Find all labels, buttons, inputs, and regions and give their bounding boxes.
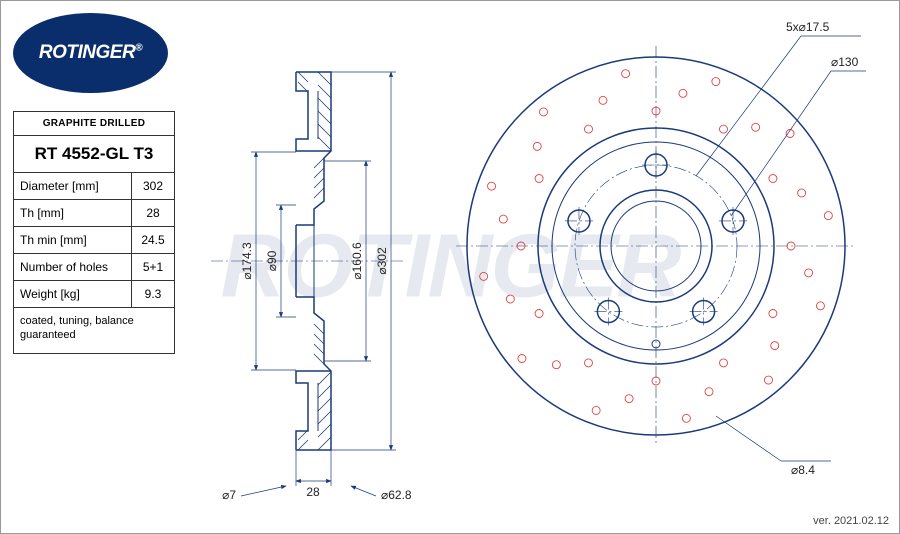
dim-d302: ⌀302 xyxy=(375,247,389,275)
spec-label: Th min [mm] xyxy=(14,227,132,253)
spec-table: GRAPHITE DRILLED RT 4552-GL T3 Diameter … xyxy=(13,111,175,354)
spec-value: 5+1 xyxy=(132,254,174,280)
spec-value: 24.5 xyxy=(132,227,174,253)
dim-d90: ⌀90 xyxy=(265,250,279,271)
spec-label: Diameter [mm] xyxy=(14,173,132,199)
spec-header: GRAPHITE DRILLED xyxy=(14,112,174,136)
dim-th28: 28 xyxy=(306,485,320,499)
spec-row: Number of holes5+1 xyxy=(14,254,174,281)
spec-row: Th min [mm]24.5 xyxy=(14,227,174,254)
spec-row: Diameter [mm]302 xyxy=(14,173,174,200)
part-number: RT 4552-GL T3 xyxy=(14,136,174,173)
brand-logo: ROTINGER® xyxy=(13,13,168,93)
spec-value: 9.3 xyxy=(132,281,174,307)
spec-value: 28 xyxy=(132,200,174,226)
spec-label: Number of holes xyxy=(14,254,132,280)
version-label: ver. 2021.02.12 xyxy=(813,515,889,527)
dim-bolts: 5x⌀17.5 xyxy=(786,20,830,34)
dim-d62: ⌀62.8 xyxy=(381,488,412,502)
dim-d174: ⌀174.3 xyxy=(240,242,254,280)
technical-drawing: ⌀302 ⌀160.6 ⌀174.3 ⌀90 28 ⌀62.8 xyxy=(186,11,886,521)
dim-pcd: ⌀130 xyxy=(831,55,859,69)
spec-row: Th [mm]28 xyxy=(14,200,174,227)
spec-notes: coated, tuning, balance guaranteed xyxy=(14,308,174,353)
spec-label: Th [mm] xyxy=(14,200,132,226)
dim-drill: ⌀8.4 xyxy=(791,463,815,477)
dim-d7: ⌀7 xyxy=(222,488,236,502)
dim-d160: ⌀160.6 xyxy=(350,242,364,280)
spec-label: Weight [kg] xyxy=(14,281,132,307)
spec-value: 302 xyxy=(132,173,174,199)
spec-row: Weight [kg]9.3 xyxy=(14,281,174,308)
